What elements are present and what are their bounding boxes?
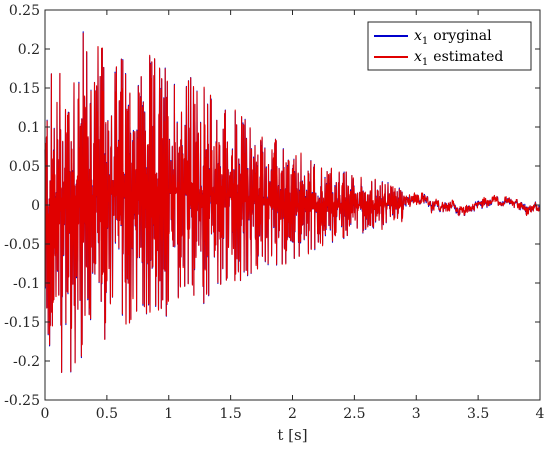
x-tick-label: 1 bbox=[164, 406, 173, 422]
y-tick-label: -0.05 bbox=[4, 237, 40, 253]
legend-suffix: oryginal bbox=[433, 28, 492, 44]
x-tick-label: 0.5 bbox=[96, 406, 118, 422]
x-tick-label: 3 bbox=[412, 406, 421, 422]
x-tick-label: 4 bbox=[536, 406, 545, 422]
y-tick-label: -0.2 bbox=[13, 354, 40, 370]
y-tick-label: 0.15 bbox=[9, 81, 40, 97]
y-tick-label: 0 bbox=[31, 198, 40, 214]
y-tick-label: -0.25 bbox=[4, 393, 40, 409]
legend: x1 oryginal x1 estimated bbox=[367, 21, 532, 71]
y-tick-label: -0.15 bbox=[4, 315, 40, 331]
x-tick-label: 3.5 bbox=[467, 406, 489, 422]
legend-label-original: x1 oryginal bbox=[414, 28, 492, 47]
y-tick-label: 0.25 bbox=[9, 3, 40, 19]
legend-box bbox=[367, 21, 532, 71]
x-axis: 0 0.5 1 1.5 2 2.5 3 3.5 4 bbox=[41, 10, 545, 422]
legend-entry-original: x1 oryginal bbox=[374, 28, 492, 47]
series-line-estimated bbox=[44, 32, 541, 373]
y-tick-label: 0.1 bbox=[18, 120, 40, 136]
legend-symbol: x bbox=[414, 28, 422, 44]
y-tick-label: 0.05 bbox=[9, 159, 40, 175]
y-tick-label: 0.2 bbox=[18, 42, 40, 58]
x-axis-label: t [s] bbox=[277, 426, 307, 444]
legend-label-estimated: x1 estimated bbox=[414, 49, 503, 68]
legend-subscript: 1 bbox=[422, 36, 428, 47]
x-tick-label: 2.5 bbox=[343, 406, 365, 422]
series-layer bbox=[44, 31, 541, 373]
x-tick-label: 0 bbox=[41, 406, 50, 422]
legend-symbol: x bbox=[414, 49, 422, 65]
legend-suffix: estimated bbox=[433, 49, 503, 65]
y-axis: -0.25 -0.2 -0.15 -0.1 -0.05 0 0.05 0.1 0.15 0.2 0.… bbox=[4, 3, 540, 409]
x-tick-label: 1.5 bbox=[219, 406, 241, 422]
legend-entry-estimated: x1 estimated bbox=[374, 49, 503, 68]
legend-subscript: 1 bbox=[422, 57, 428, 68]
y-tick-label: -0.1 bbox=[13, 276, 40, 292]
x-tick-label: 2 bbox=[288, 406, 297, 422]
